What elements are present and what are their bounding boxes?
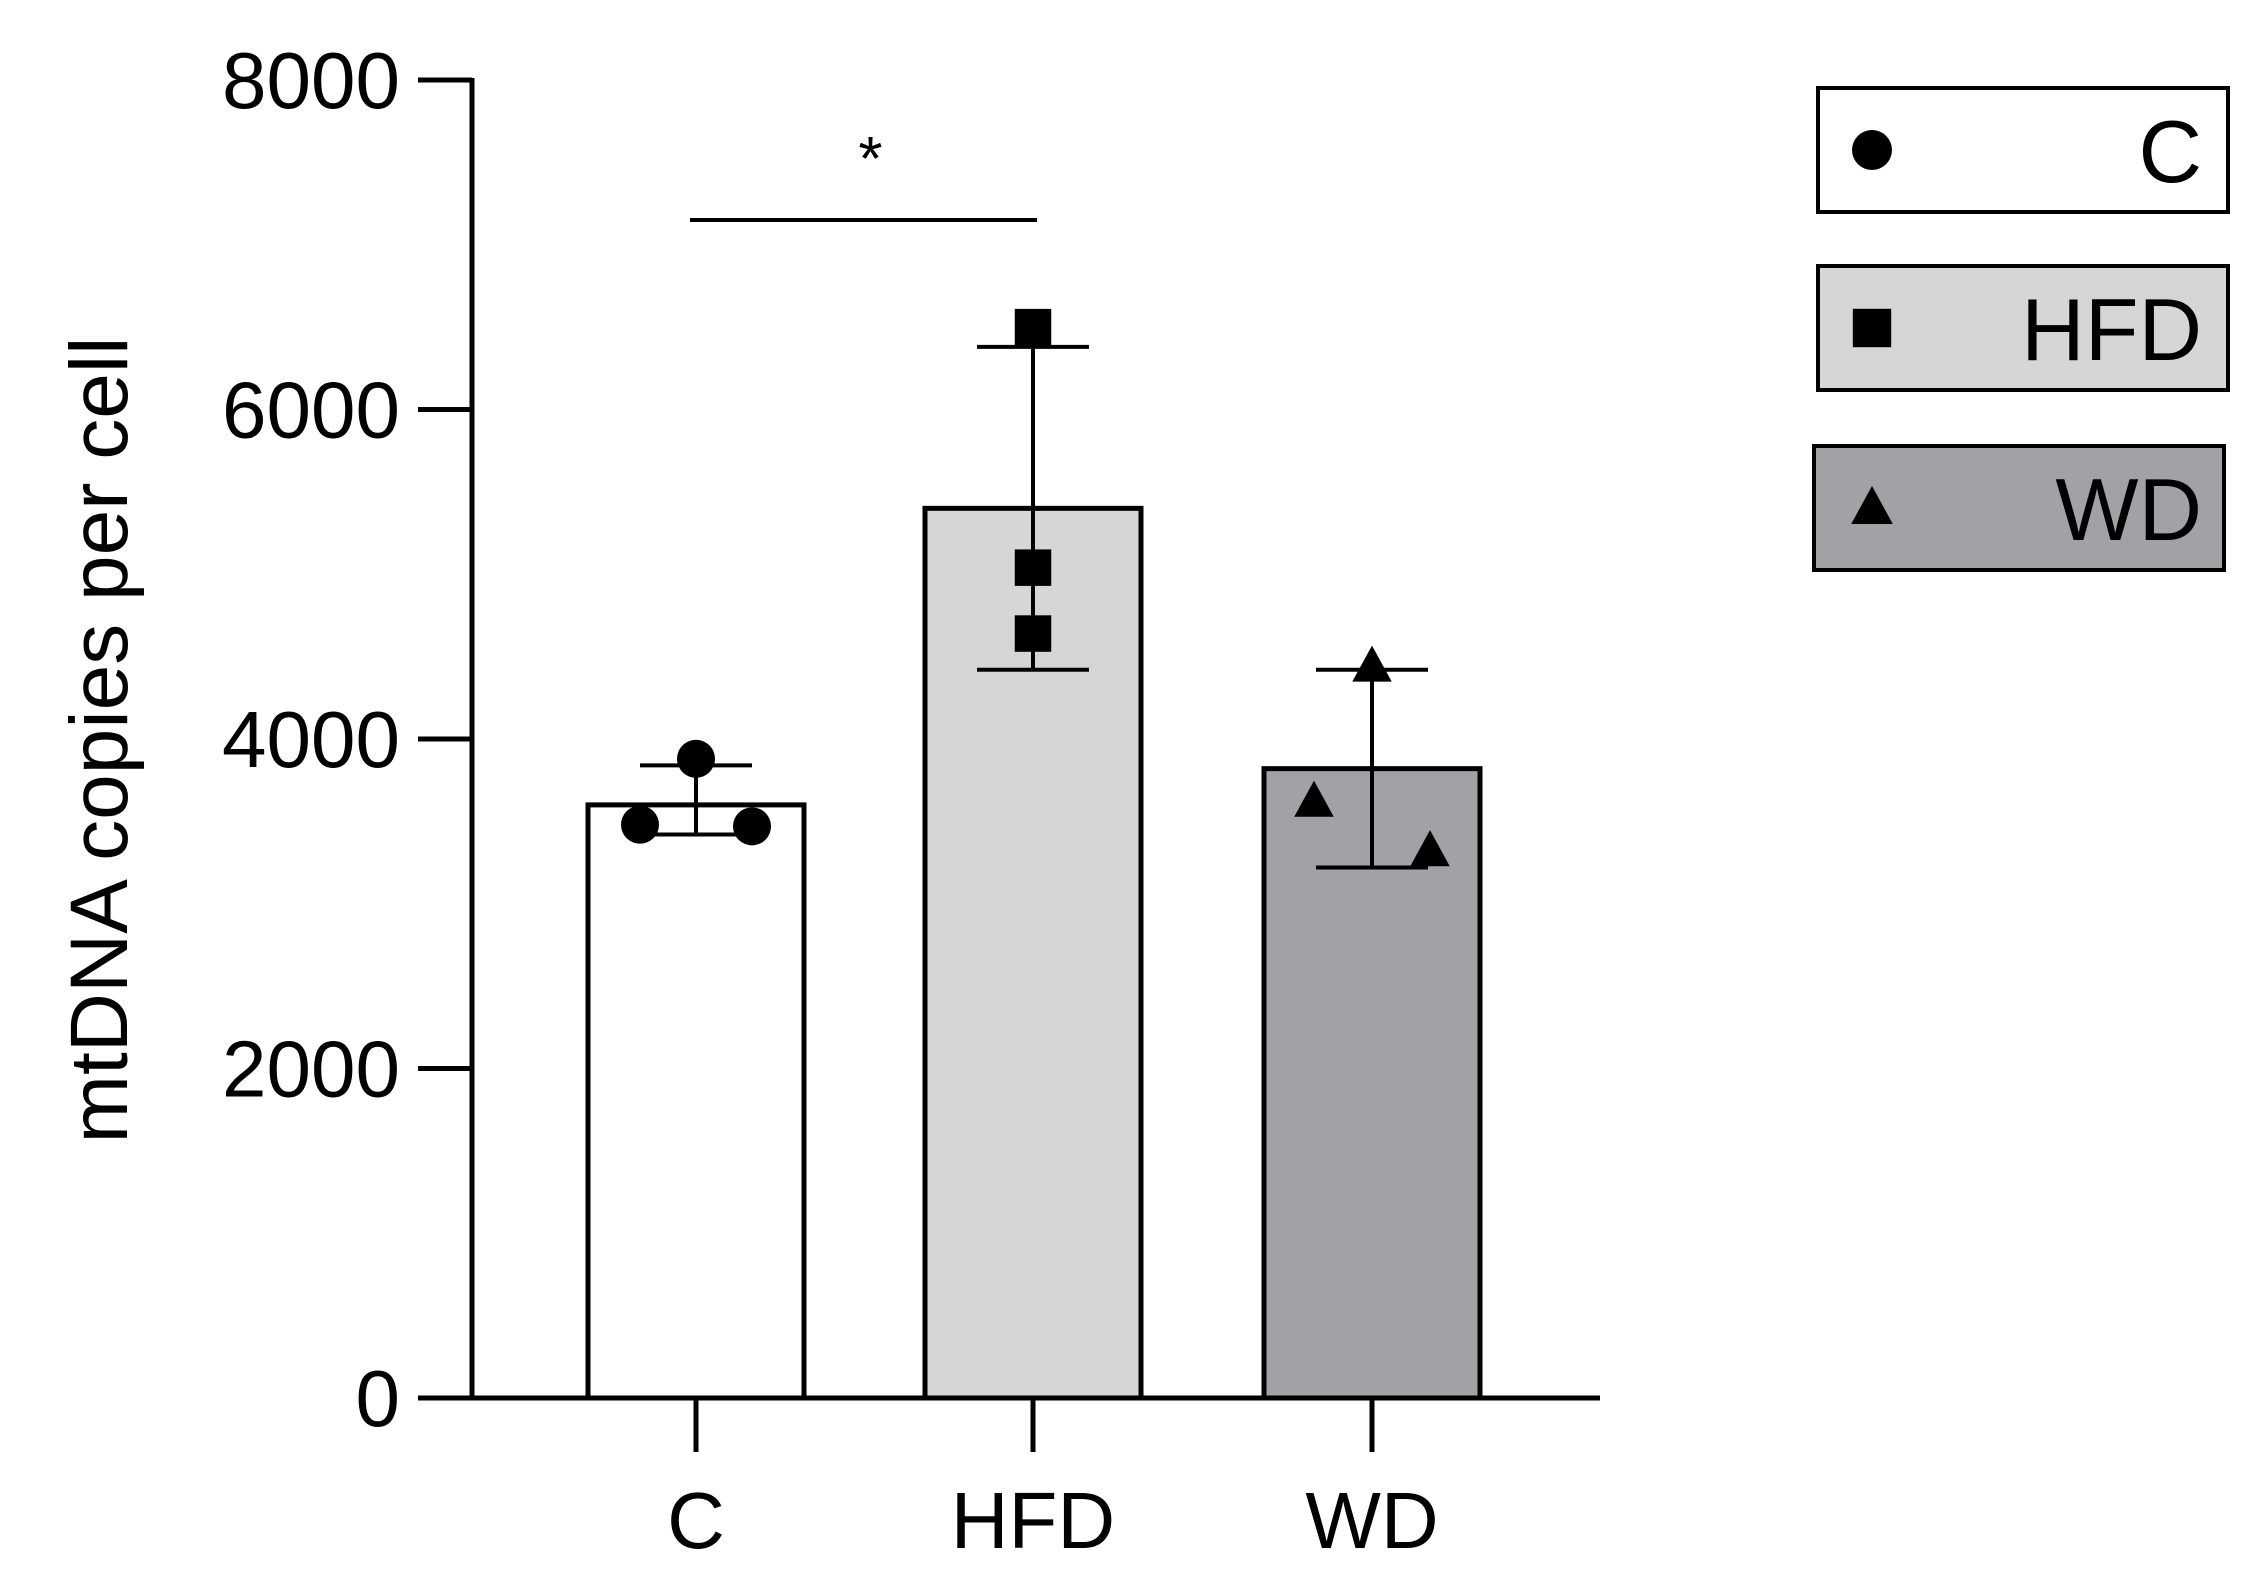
significance-star: * (858, 125, 882, 194)
legend-marker-square (1852, 308, 1892, 348)
data-point-wd (1294, 780, 1334, 817)
x-tick-label-c: C (667, 1476, 725, 1565)
legend-label: WD (2055, 460, 2202, 559)
x-tick-label-wd: WD (1305, 1476, 1438, 1565)
y-tick-label: 6000 (222, 366, 400, 455)
x-tick-label-hfd: HFD (951, 1476, 1115, 1565)
data-point-hfd (1014, 308, 1052, 346)
y-axis-label: mtDNA copies per cell (54, 337, 145, 1144)
data-point-c (733, 807, 771, 846)
legend-label: C (2138, 102, 2202, 201)
legend-item-wd: WD (1812, 444, 2226, 572)
legend-item-hfd: HFD (1816, 264, 2230, 392)
legend-label: HFD (2021, 280, 2202, 379)
data-point-wd (1352, 645, 1392, 682)
legend: C HFD WD (1812, 86, 2230, 572)
y-tick-label: 2000 (222, 1025, 400, 1114)
significance-layer: * (690, 125, 1037, 223)
y-tick-label: 8000 (222, 36, 400, 125)
data-point-c (621, 805, 659, 844)
data-point-hfd (1014, 549, 1052, 586)
data-points-layer (621, 308, 1450, 867)
data-point-wd (1410, 830, 1450, 867)
y-tick-label: 4000 (222, 695, 400, 784)
legend-item-c: C (1816, 86, 2230, 214)
axes-layer: 0 2000 4000 6000 8000 C HFD WD (222, 36, 1600, 1565)
data-point-hfd (1014, 615, 1052, 652)
y-tick-label: 0 (356, 1354, 401, 1443)
legend-marker-circle (1852, 130, 1892, 170)
bar-c (585, 802, 807, 1401)
legend-marker-triangle (1851, 485, 1893, 524)
data-point-c (677, 739, 715, 778)
